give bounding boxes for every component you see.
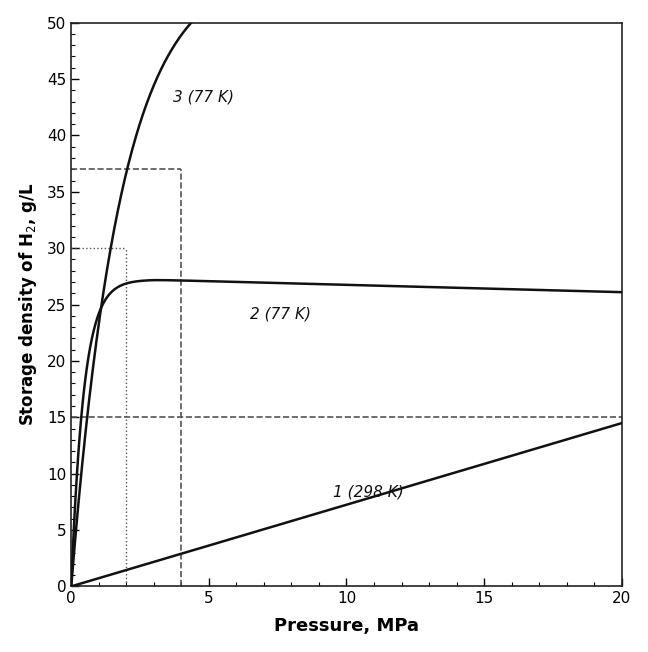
Text: 1 (298 K): 1 (298 K) <box>332 484 404 499</box>
X-axis label: Pressure, MPa: Pressure, MPa <box>274 617 419 635</box>
Text: 3 (77 K): 3 (77 K) <box>173 89 234 104</box>
Y-axis label: Storage density of H$_2$, g/L: Storage density of H$_2$, g/L <box>17 183 39 426</box>
Text: 2 (77 K): 2 (77 K) <box>250 306 311 321</box>
